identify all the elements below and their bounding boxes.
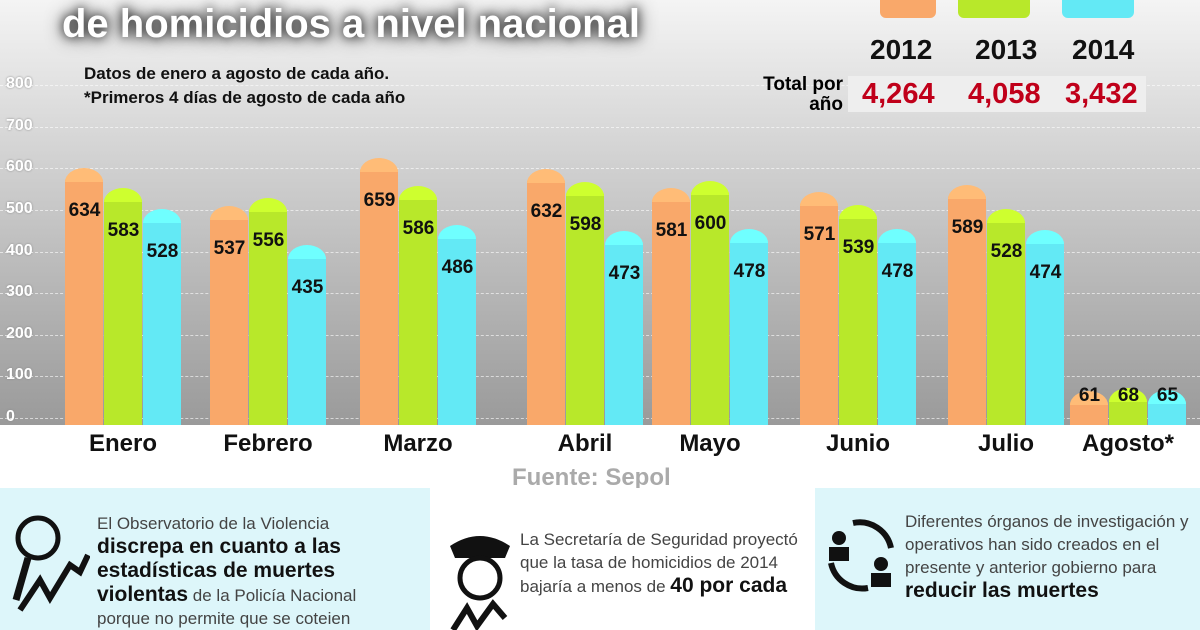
y-tick-label: 400 xyxy=(6,241,33,259)
value-label: 556 xyxy=(252,230,285,252)
totals-row xyxy=(848,76,1146,112)
month-label: Abril xyxy=(557,430,613,457)
total-2014: 3,432 xyxy=(1065,78,1138,110)
value-label: 474 xyxy=(1029,262,1062,284)
value-label: 68 xyxy=(1117,385,1140,406)
bar-2013-julio xyxy=(987,219,1025,425)
bar-2014-marzo xyxy=(438,235,476,425)
value-label: 478 xyxy=(881,260,914,282)
month-label: Marzo xyxy=(383,430,453,457)
month-band xyxy=(0,425,1200,463)
police-officer-icon xyxy=(450,536,510,630)
value-label: 478 xyxy=(733,260,766,282)
people-cycle-icon xyxy=(828,519,894,592)
value-label: 634 xyxy=(68,199,101,221)
value-label: 583 xyxy=(107,219,140,241)
bar-2014-enero xyxy=(143,219,181,425)
note-august: *Primeros 4 días de agosto de cada año xyxy=(84,88,406,107)
value-label: 435 xyxy=(291,277,324,299)
value-label: 598 xyxy=(569,213,602,235)
bar-2012-julio xyxy=(948,195,986,425)
bar-2014-mayo xyxy=(730,238,768,425)
bar-2013-enero xyxy=(104,197,142,425)
month-label: Junio xyxy=(826,430,890,457)
legend-year-2013: 2013 xyxy=(975,34,1038,65)
middle-text: La Secretaría de Seguridad proyectó que … xyxy=(520,530,798,596)
month-label: Febrero xyxy=(223,430,313,457)
month-label: Agosto* xyxy=(1082,430,1174,457)
info-box-middle: La Secretaría de Seguridad proyectó que … xyxy=(430,488,815,630)
bar-2013-agosto xyxy=(1109,398,1147,425)
source: Fuente: Sepol xyxy=(512,464,671,491)
bar-2014-febrero xyxy=(288,255,326,425)
value-label: 581 xyxy=(655,220,688,242)
y-tick-label: 700 xyxy=(6,116,33,134)
bar-2013-mayo xyxy=(691,191,729,425)
right-text: Diferentes órganos de investigación y op… xyxy=(905,512,1189,577)
month-label: Julio xyxy=(977,430,1034,457)
bar-2012-abril xyxy=(527,178,565,425)
value-label: 528 xyxy=(146,241,179,263)
right-bold: reducir las muertes xyxy=(905,579,1099,602)
gridline xyxy=(0,126,1200,128)
bar-2012-agosto xyxy=(1070,401,1108,425)
bar-2012-marzo xyxy=(360,167,398,425)
value-label: 473 xyxy=(608,262,641,284)
chart-title: de homicidios a nivel nacional xyxy=(62,2,640,46)
bar-2012-junio xyxy=(800,202,838,425)
info-box-left: El Observatorio de la Violencia discrepa… xyxy=(0,488,430,630)
y-tick-label: 100 xyxy=(6,366,33,384)
value-label: 632 xyxy=(530,200,563,222)
bar-2013-marzo xyxy=(399,196,437,425)
value-label: 486 xyxy=(441,257,474,279)
bar-2014-abril xyxy=(605,240,643,425)
y-tick-label: 600 xyxy=(6,158,33,176)
magnifier-chart-icon xyxy=(12,515,90,612)
y-tick-label: 500 xyxy=(6,200,33,217)
total-label: Total por año xyxy=(763,74,843,115)
y-tick-label: 300 xyxy=(6,283,33,301)
legend-year-2012: 2012 xyxy=(870,34,933,65)
bar-2013-junio xyxy=(839,214,877,425)
value-label: 65 xyxy=(1156,385,1179,406)
legend-year-2014: 2014 xyxy=(1072,34,1135,65)
bar-2014-agosto xyxy=(1148,399,1186,425)
total-2013: 4,058 xyxy=(968,78,1041,110)
y-tick-label: 200 xyxy=(6,324,33,342)
value-label: 571 xyxy=(803,224,836,246)
bar-2012-febrero xyxy=(210,215,248,425)
value-label: 589 xyxy=(951,217,984,239)
middle-bold: 40 por cada xyxy=(670,574,788,597)
bar-2012-enero xyxy=(65,177,103,425)
gridline xyxy=(0,168,1200,170)
month-label: Enero xyxy=(88,430,157,457)
gridline xyxy=(0,85,1200,87)
left-text-1: El Observatorio de la Violencia xyxy=(97,514,330,533)
note-data-range: Datos de enero a agosto de cada año. xyxy=(84,64,390,83)
bar-2012-mayo xyxy=(652,198,690,425)
value-label: 600 xyxy=(694,213,727,234)
legend-swatch-2014 xyxy=(1062,0,1134,18)
bar-2013-abril xyxy=(566,191,604,425)
y-tick-label: 0 xyxy=(6,408,15,425)
left-text-2: de la Policía Nacional xyxy=(192,586,357,605)
value-label: 537 xyxy=(213,237,246,259)
value-label: 61 xyxy=(1078,385,1101,406)
month-label: Mayo xyxy=(679,430,741,457)
value-label: 539 xyxy=(842,236,875,258)
value-label: 528 xyxy=(990,241,1023,263)
y-tick-label: 800 xyxy=(6,75,33,93)
legend-swatch-2013 xyxy=(958,0,1030,18)
value-label: 659 xyxy=(363,189,396,211)
total-2012: 4,264 xyxy=(862,78,935,110)
legend-swatch-2012 xyxy=(880,0,936,18)
left-text-3: porque no permite que se coteien xyxy=(97,609,351,628)
info-box-right: Diferentes órganos de investigación y op… xyxy=(815,488,1200,630)
bar-2013-febrero xyxy=(249,208,287,425)
left-bold: discrepa en cuanto a las estadísticas de… xyxy=(97,535,341,606)
bar-2014-julio xyxy=(1026,240,1064,425)
value-label: 586 xyxy=(402,218,435,240)
bar-2014-junio xyxy=(878,238,916,425)
